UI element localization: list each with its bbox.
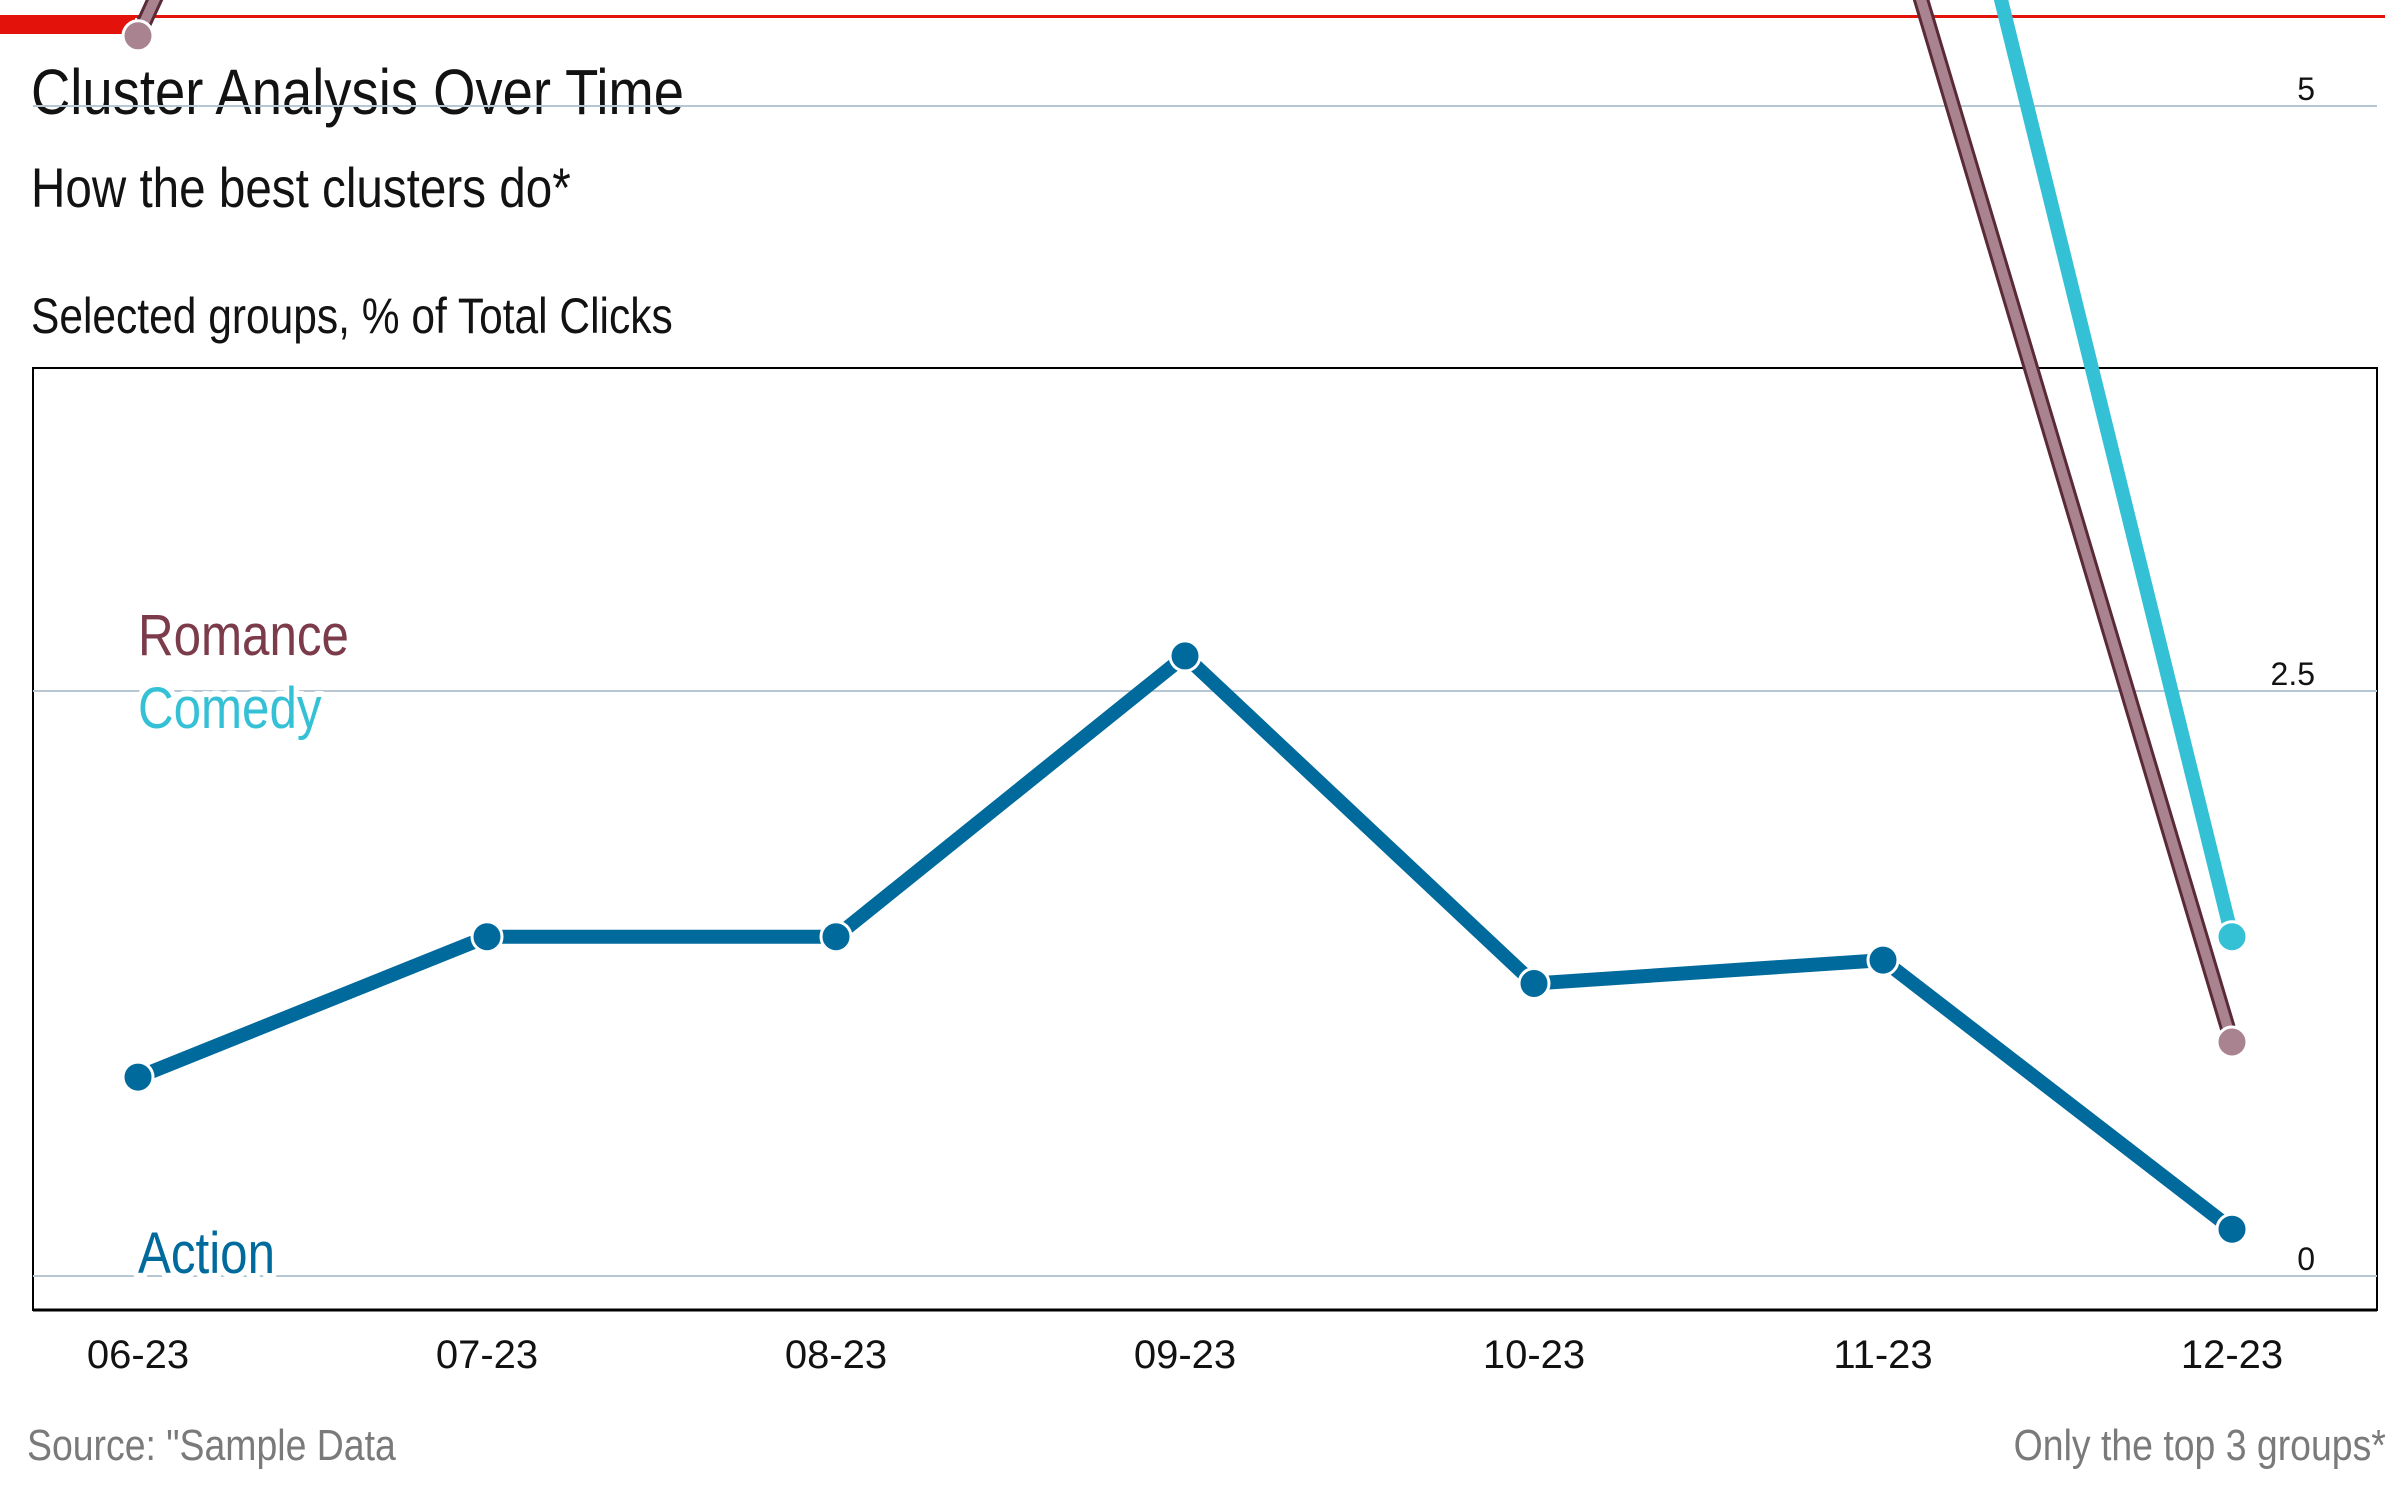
data-point [1866, 943, 1900, 977]
y-tick-label: 5 [2297, 71, 2315, 107]
y-tick-labels: 02.557.5 [2271, 71, 2315, 1277]
top-accent-tag [0, 15, 135, 34]
footnote: Only the top 3 groups* [2013, 1421, 2386, 1470]
data-point [819, 920, 853, 954]
y-axis-caption: Selected groups, % of Total Clicks [31, 288, 673, 344]
x-tick-label: 09-23 [1134, 1333, 1236, 1377]
x-tick-label: 06-23 [87, 1333, 189, 1377]
series-labels: Romance Comedy Action [132, 598, 354, 1292]
series-label: Action [138, 1221, 275, 1286]
gridlines [33, 105, 2377, 1277]
y-tick-label: 2.5 [2271, 656, 2315, 692]
data-point [2215, 920, 2249, 954]
top-accent-rule [0, 15, 2385, 18]
plot-frame [32, 367, 2378, 1311]
x-tick-label: 10-23 [1483, 1333, 1585, 1377]
series-label: Comedy [138, 676, 322, 741]
series-lines [121, 0, 2249, 1246]
x-tick-label: 11-23 [1833, 1333, 1932, 1377]
x-tick-label: 12-23 [2181, 1333, 2283, 1377]
series-line [131, 648, 2239, 1237]
x-tick-label: 08-23 [785, 1333, 887, 1377]
series-line-outline [130, 0, 2240, 1050]
data-point [1517, 967, 1551, 1000]
data-point [470, 920, 504, 954]
data-point [121, 1060, 155, 1094]
chart-title: Cluster Analysis Over Time [31, 56, 684, 128]
chart-subtitle: How the best clusters do* [31, 156, 571, 219]
series-line [133, 0, 2237, 1047]
data-point [2215, 1025, 2249, 1059]
source-note: Source: "Sample Data [27, 1421, 396, 1470]
x-tick-label: 07-23 [436, 1333, 538, 1377]
data-point [2215, 1212, 2249, 1246]
data-point [1168, 639, 1202, 673]
data-point [121, 19, 155, 53]
y-tick-label: 0 [2297, 1241, 2315, 1277]
x-tick-labels: 06-23 07-23 08-23 09-23 10-23 11-23 12-23 [87, 1333, 2283, 1377]
series-line [1993, 0, 2239, 944]
series-label: Romance [138, 603, 349, 668]
